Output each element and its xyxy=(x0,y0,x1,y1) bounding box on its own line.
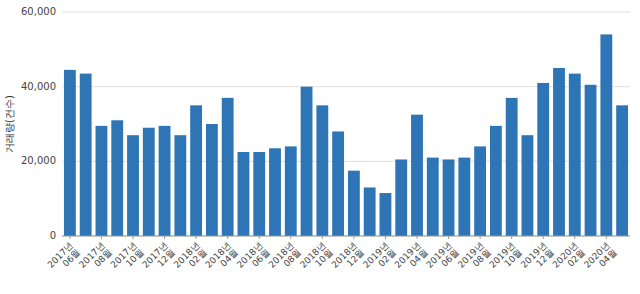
y-axis-label: 거래량(건수) xyxy=(4,95,15,153)
x-tick-label: 2020년02월 xyxy=(550,240,587,277)
y-tick-label: 0 xyxy=(50,230,56,241)
grid-line xyxy=(62,12,630,13)
x-tick xyxy=(417,236,418,239)
x-tick xyxy=(101,236,102,239)
x-tick xyxy=(133,236,134,239)
bar xyxy=(380,193,392,236)
bar xyxy=(537,83,549,236)
x-tick-label: 2018년02월 xyxy=(172,240,209,277)
x-tick-label: 2018년12월 xyxy=(330,240,367,277)
bar xyxy=(174,135,186,236)
x-tick-label: 2017년10월 xyxy=(109,240,146,277)
bar xyxy=(411,115,423,236)
x-tick-label: 2019년06월 xyxy=(424,240,461,277)
x-tick xyxy=(259,236,260,239)
x-tick xyxy=(511,236,512,239)
x-tick xyxy=(574,236,575,239)
bar xyxy=(206,124,218,236)
bar xyxy=(253,152,265,236)
bar xyxy=(522,135,534,236)
bar xyxy=(190,105,202,236)
x-tick-label: 2019년12월 xyxy=(519,240,556,277)
bar xyxy=(443,159,455,236)
x-tick-label: 2017년12월 xyxy=(140,240,177,277)
bar xyxy=(269,148,281,236)
bar xyxy=(474,146,486,236)
bar xyxy=(111,120,123,236)
x-tick-label: 2019년04월 xyxy=(393,240,430,277)
bar xyxy=(238,152,250,236)
x-tick-label: 2020년04월 xyxy=(582,240,619,277)
x-tick-label-line: 04월 xyxy=(597,247,619,269)
bar xyxy=(569,74,581,236)
bar xyxy=(301,87,313,236)
y-tick-label: 60,000 xyxy=(21,6,56,17)
x-tick xyxy=(164,236,165,239)
bar xyxy=(332,131,344,236)
bar xyxy=(285,146,297,236)
bar xyxy=(127,135,139,236)
bars xyxy=(64,34,628,236)
x-tick xyxy=(543,236,544,239)
bar xyxy=(458,158,470,236)
x-tick xyxy=(480,236,481,239)
bar xyxy=(143,128,155,236)
x-tick xyxy=(290,236,291,239)
bar xyxy=(553,68,565,236)
bar xyxy=(80,74,92,236)
bar xyxy=(395,159,407,236)
y-tick-label: 40,000 xyxy=(21,81,56,92)
grid-line xyxy=(62,236,630,237)
chart-svg: 020,00040,00060,0002017년06월2017년08월2017년… xyxy=(0,0,640,294)
x-tick-label: 2018년08월 xyxy=(266,240,303,277)
x-tick-label: 2017년06월 xyxy=(46,240,83,277)
x-tick xyxy=(69,236,70,239)
y-grid xyxy=(62,12,630,236)
bar xyxy=(316,105,328,236)
x-tick-label: 2018년04월 xyxy=(203,240,240,277)
x-tick xyxy=(353,236,354,239)
x-tick xyxy=(606,236,607,239)
bar xyxy=(427,158,439,236)
bar xyxy=(222,98,234,236)
x-tick-label: 2018년06월 xyxy=(235,240,272,277)
y-tick-label: 20,000 xyxy=(21,155,56,166)
bar xyxy=(159,126,171,236)
chart-container: 020,00040,00060,0002017년06월2017년08월2017년… xyxy=(0,0,640,294)
bar xyxy=(585,85,597,236)
x-axis-line xyxy=(62,236,630,237)
x-tick xyxy=(227,236,228,239)
bar xyxy=(96,126,108,236)
x-tick-label: 2018년10월 xyxy=(298,240,335,277)
bar xyxy=(364,187,376,236)
x-tick xyxy=(385,236,386,239)
bar xyxy=(64,70,76,236)
x-tick xyxy=(448,236,449,239)
bar xyxy=(600,34,612,236)
x-tick xyxy=(196,236,197,239)
x-tick-label: 2017년08월 xyxy=(77,240,114,277)
bar xyxy=(348,171,360,236)
bar xyxy=(616,105,628,236)
bar xyxy=(490,126,502,236)
x-tick xyxy=(322,236,323,239)
bar xyxy=(506,98,518,236)
x-tick-label: 2019년08월 xyxy=(456,240,493,277)
x-tick-label: 2019년10월 xyxy=(487,240,524,277)
x-tick-label: 2019년02월 xyxy=(361,240,398,277)
